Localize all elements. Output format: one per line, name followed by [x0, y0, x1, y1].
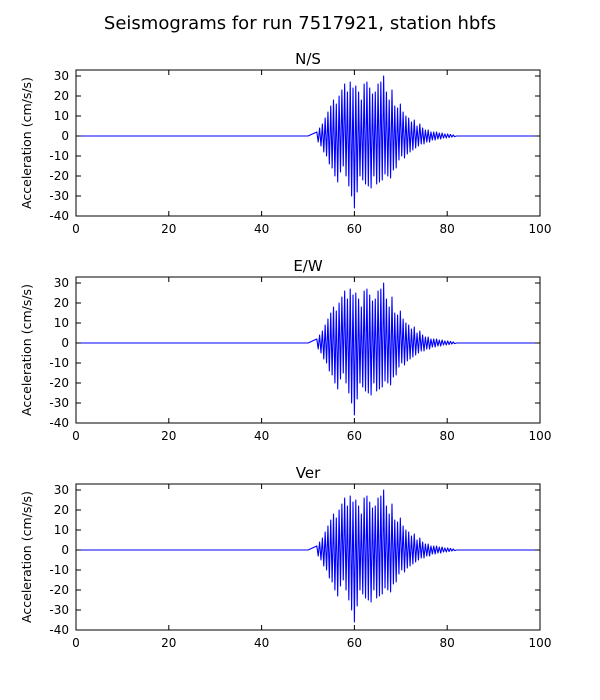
panel-title: E/W	[293, 257, 323, 275]
y-tick-label: -10	[49, 563, 69, 577]
y-axis-label: Acceleration (cm/s/s)	[19, 284, 34, 416]
x-tick-label: 0	[72, 636, 80, 650]
figure-title: Seismograms for run 7517921, station hbf…	[104, 13, 496, 34]
x-tick-label: 40	[254, 429, 269, 443]
y-tick-label: 10	[54, 316, 69, 330]
y-tick-label: 0	[61, 543, 69, 557]
x-tick-label: 80	[440, 429, 455, 443]
y-tick-label: -20	[49, 169, 69, 183]
y-tick-label: -20	[49, 376, 69, 390]
panel-title: N/S	[295, 50, 321, 68]
y-tick-label: 20	[54, 296, 69, 310]
seismogram-trace	[76, 75, 540, 209]
x-tick-label: 100	[529, 429, 552, 443]
y-tick-label: 30	[54, 276, 69, 290]
y-tick-label: 10	[54, 109, 69, 123]
y-tick-label: 20	[54, 89, 69, 103]
y-tick-label: -40	[49, 623, 69, 637]
x-tick-label: 20	[161, 222, 176, 236]
x-tick-label: 80	[440, 636, 455, 650]
plot-frame	[75, 483, 541, 631]
y-tick-label: -10	[49, 356, 69, 370]
y-tick-label: -30	[49, 189, 69, 203]
x-tick-label: 60	[347, 429, 362, 443]
y-tick-label: 30	[54, 69, 69, 83]
x-tick-label: 60	[347, 222, 362, 236]
y-tick-label: -10	[49, 149, 69, 163]
x-tick-label: 20	[161, 429, 176, 443]
x-tick-label: 100	[529, 636, 552, 650]
y-tick-label: -30	[49, 603, 69, 617]
panel-title: Ver	[296, 464, 321, 482]
y-tick-label: 20	[54, 503, 69, 517]
seismogram-trace	[76, 282, 540, 416]
seismogram-trace	[76, 489, 540, 623]
x-tick-label: 60	[347, 636, 362, 650]
x-tick-label: 80	[440, 222, 455, 236]
x-tick-label: 0	[72, 222, 80, 236]
y-axis-label: Acceleration (cm/s/s)	[19, 77, 34, 209]
x-tick-label: 20	[161, 636, 176, 650]
y-tick-label: -20	[49, 583, 69, 597]
y-tick-label: 0	[61, 129, 69, 143]
y-tick-label: -30	[49, 396, 69, 410]
y-tick-label: 0	[61, 336, 69, 350]
x-tick-label: 0	[72, 429, 80, 443]
x-tick-label: 40	[254, 636, 269, 650]
plot-frame	[75, 276, 541, 424]
y-tick-label: 30	[54, 483, 69, 497]
y-axis-label: Acceleration (cm/s/s)	[19, 491, 34, 623]
x-tick-label: 100	[529, 222, 552, 236]
x-tick-label: 40	[254, 222, 269, 236]
y-tick-label: -40	[49, 209, 69, 223]
y-tick-label: -40	[49, 416, 69, 430]
y-tick-label: 10	[54, 523, 69, 537]
plot-frame	[75, 69, 541, 217]
